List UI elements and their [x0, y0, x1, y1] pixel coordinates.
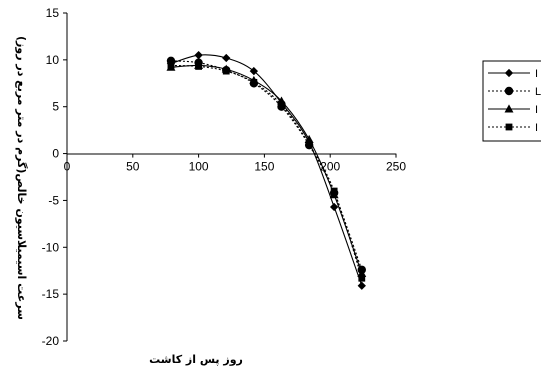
data-point	[167, 62, 175, 69]
data-point	[194, 51, 203, 60]
data-point	[278, 101, 285, 109]
legend-marker	[504, 68, 514, 78]
legend-label: L	[535, 86, 541, 98]
y-tick-label: 5	[52, 100, 59, 114]
legend-label: I	[535, 104, 538, 116]
data-point	[249, 66, 259, 76]
data-point	[222, 53, 231, 63]
series-layer	[166, 51, 367, 290]
legend-marker	[504, 104, 514, 113]
legend-marker	[504, 86, 514, 96]
y-axis-title: سرعت اسیمیلاسیون خالص(گرم در متر مربع در…	[15, 36, 28, 320]
x-axis-title: روز پس از کاشت	[149, 353, 243, 366]
data-point	[329, 202, 339, 212]
legend-item: I	[488, 104, 538, 116]
axes	[66, 13, 396, 341]
data-point	[357, 281, 366, 290]
y-tick-label: 15	[46, 6, 60, 20]
series-4	[167, 62, 366, 282]
data-point	[358, 274, 366, 282]
legend-item: I	[488, 122, 538, 134]
y-tick-label: -10	[42, 240, 60, 254]
legend-item: I	[488, 68, 538, 80]
legend-item: L	[488, 86, 541, 98]
x-tick-label: 100	[189, 160, 209, 174]
legend-label: I	[535, 68, 538, 80]
y-tick-label: 0	[52, 147, 59, 161]
ticks	[63, 12, 397, 342]
data-point	[222, 67, 230, 75]
legend-marker	[505, 123, 513, 131]
y-tick-label: -15	[42, 287, 60, 301]
data-point	[330, 187, 338, 195]
y-tick-label: 10	[46, 53, 60, 67]
data-point	[195, 63, 203, 70]
y-tick-label: -20	[42, 334, 60, 348]
data-point	[250, 78, 258, 86]
legend-label: I	[535, 122, 538, 134]
x-tick-label: 150	[254, 160, 274, 174]
x-tick-label: 0	[64, 160, 71, 174]
x-tick-label: 250	[386, 160, 406, 174]
data-point	[305, 140, 313, 148]
x-tick-label: 50	[126, 160, 140, 174]
y-tick-label: -5	[48, 193, 59, 207]
x-tick-label: 200	[320, 160, 340, 174]
